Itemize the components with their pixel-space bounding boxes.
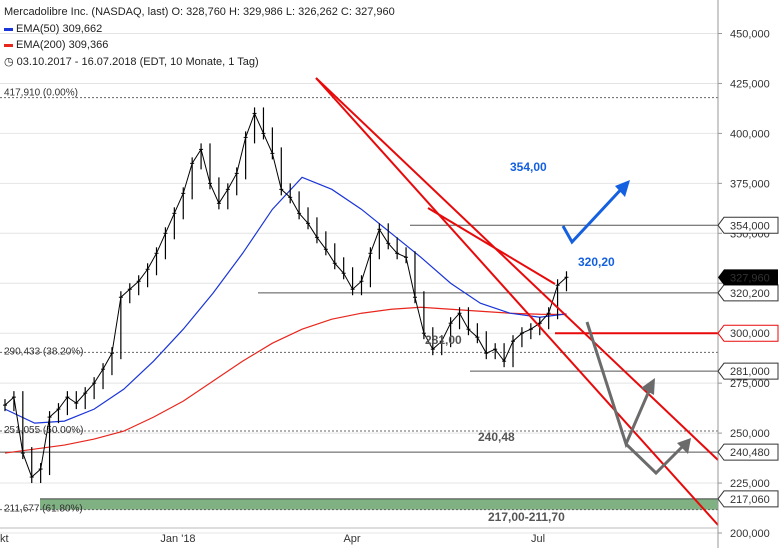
level-price-tag bbox=[717, 490, 779, 508]
level-price-tag bbox=[717, 324, 779, 342]
fib-label: 251,055 (50.00%) bbox=[4, 425, 84, 436]
support-zone bbox=[40, 498, 718, 510]
x-tick-label: Jul bbox=[531, 533, 545, 545]
level-price-tag bbox=[717, 216, 779, 234]
ema50-swatch bbox=[4, 27, 13, 31]
level-price-tag-text: 240,480 bbox=[730, 447, 770, 459]
ema200-line bbox=[4, 306, 567, 454]
level-price-tag bbox=[717, 362, 779, 380]
price-tags: 354,000 320,200 300,000 281,000 240,480 217,0… bbox=[717, 216, 779, 508]
level-lines: 417,910 (0.00%) 290,433 (38.20%) 251,055 (… bbox=[0, 88, 718, 515]
annotations: 354,00 320,20 281,00 240,48 217,00-211,70 bbox=[425, 160, 615, 524]
up-arrow-head bbox=[615, 180, 630, 197]
y-tick-label: 375,000 bbox=[730, 178, 770, 190]
y-tick-label: 450,000 bbox=[730, 29, 770, 41]
annotation-label: 240,48 bbox=[478, 430, 515, 444]
date-range-label: 03.10.2017 - 16.07.2018 (EDT, 10 Monate,… bbox=[16, 56, 259, 68]
y-tick-label: 200,000 bbox=[730, 528, 770, 540]
projection-arrows bbox=[561, 180, 691, 476]
support-box bbox=[40, 498, 718, 510]
y-tick-label: 225,000 bbox=[730, 478, 770, 490]
y-tick-label: 425,000 bbox=[730, 78, 770, 90]
trend-line-upper bbox=[315, 77, 719, 526]
y-tick-label: 250,000 bbox=[730, 428, 770, 440]
level-price-tag bbox=[717, 284, 779, 302]
level-price-tag-text: 320,200 bbox=[730, 288, 770, 300]
last-price-tag-text: 327,960 bbox=[730, 272, 770, 284]
x-axis: kt Jan '18 Apr Jul bbox=[0, 527, 718, 545]
trend-line-inner bbox=[427, 207, 556, 285]
ema50-path bbox=[4, 176, 567, 424]
ema50-legend: EMA(50) 309,662 bbox=[4, 23, 102, 35]
ema50-line bbox=[4, 176, 567, 424]
ema200-swatch bbox=[4, 43, 13, 47]
annotation-label: 320,20 bbox=[578, 255, 615, 269]
x-tick-label: Jan '18 bbox=[160, 533, 195, 545]
ema200-path bbox=[4, 306, 567, 454]
fib-label: 211,677 (61.80%) bbox=[4, 504, 83, 515]
up-arrow-line bbox=[561, 182, 628, 245]
x-tick-label: Apr bbox=[343, 533, 360, 545]
chart-title: Mercadolibre Inc. (NASDAQ, last) O: 328,… bbox=[4, 6, 395, 18]
fib-label: 417,910 (0.00%) bbox=[4, 88, 78, 99]
level-price-tag bbox=[717, 443, 779, 461]
down-arrow-head-1 bbox=[641, 378, 655, 395]
trend-channel bbox=[315, 77, 719, 526]
last-price-tag bbox=[718, 269, 778, 286]
level-price-tag-text: 281,000 bbox=[730, 366, 770, 378]
x-tick-label: kt bbox=[0, 533, 9, 545]
down-arrow-head-2 bbox=[677, 438, 691, 454]
clock-icon: ◷ bbox=[4, 56, 14, 68]
y-tick-label: 400,000 bbox=[730, 128, 770, 140]
price-series bbox=[3, 107, 569, 484]
annotation-label: 354,00 bbox=[510, 160, 547, 174]
fib-label: 290,433 (38.20%) bbox=[4, 346, 84, 357]
date-range: ◷ 03.10.2017 - 16.07.2018 (EDT, 10 Monat… bbox=[4, 55, 259, 68]
ema50-legend-label: EMA(50) 309,662 bbox=[16, 23, 103, 35]
annotation-label: 217,00-211,70 bbox=[488, 510, 565, 524]
level-price-tag-text: 300,000 bbox=[730, 328, 770, 340]
level-price-tag-text: 217,060 bbox=[730, 494, 770, 506]
annotation-label: 281,00 bbox=[425, 333, 462, 347]
down-arrow-path-2 bbox=[624, 439, 690, 476]
price-path bbox=[4, 112, 567, 478]
ema200-legend: EMA(200) 309,366 bbox=[4, 39, 108, 51]
y-tick-label: 275,000 bbox=[730, 378, 770, 390]
ema200-legend-label: EMA(200) 309,366 bbox=[16, 39, 109, 51]
level-price-tag-text: 354,000 bbox=[730, 220, 770, 232]
trend-line-channel bbox=[315, 77, 719, 461]
